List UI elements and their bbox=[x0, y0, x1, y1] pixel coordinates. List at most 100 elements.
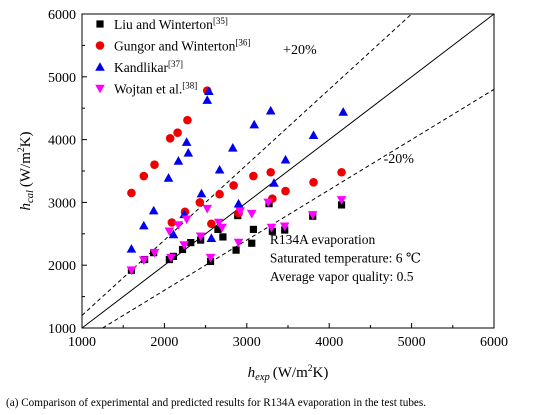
point-wojtan-et-al bbox=[179, 241, 189, 250]
point-kandlikar bbox=[196, 188, 207, 198]
point-wojtan-et-al bbox=[202, 204, 213, 214]
point-kandlikar bbox=[227, 142, 238, 152]
y-tick-label: 4000 bbox=[48, 134, 76, 149]
reference-lines bbox=[81, 13, 495, 329]
point-kandlikar bbox=[168, 229, 179, 239]
point-wojtan-et-al bbox=[263, 198, 274, 208]
point-gungor-and-winterton bbox=[249, 171, 258, 181]
x-tick-label: 2000 bbox=[150, 335, 178, 350]
point-wojtan-et-al bbox=[246, 209, 257, 219]
point-gungor-and-winterton bbox=[183, 115, 192, 125]
point-gungor-and-winterton bbox=[173, 128, 182, 137]
point-liu-and-winterton bbox=[219, 233, 227, 241]
point-liu-and-winterton bbox=[268, 227, 276, 235]
axis-ticks: 1000 2000 3000 4000 5000 6000 1000 2000 3000 4000… bbox=[48, 8, 508, 350]
point-liu-and-winterton bbox=[214, 225, 222, 234]
annotation-quality: Average vapor quality: 0.5 bbox=[270, 269, 414, 284]
point-kandlikar bbox=[173, 156, 184, 165]
point-wojtan-et-al bbox=[166, 253, 176, 263]
legend-marker-gungor-and-winterton bbox=[95, 41, 105, 50]
scatter-chart: 1000 2000 3000 4000 5000 6000 1000 2000 3000 4000… bbox=[17, 8, 508, 383]
point-gungor-and-winterton bbox=[139, 171, 149, 181]
point-wojtan-et-al bbox=[173, 221, 184, 230]
point-kandlikar bbox=[202, 95, 213, 104]
x-tick-label: 4000 bbox=[315, 335, 343, 350]
point-kandlikar bbox=[280, 154, 291, 164]
annotation-fluid: R134A evaporation bbox=[270, 232, 376, 247]
point-gungor-and-winterton bbox=[165, 134, 175, 143]
legend-ref-liu-and-winterton: [35] bbox=[213, 16, 228, 26]
point-liu-and-winterton bbox=[232, 246, 240, 254]
x-tick-label: 3000 bbox=[233, 335, 261, 350]
legend-label-gungor-and-winterton: Gungor and Winterton[36] bbox=[114, 38, 250, 54]
y-tick-label: 6000 bbox=[48, 8, 76, 23]
point-kandlikar bbox=[308, 130, 319, 140]
point-wojtan-et-al bbox=[126, 266, 137, 276]
plus-20-label: +20% bbox=[283, 43, 317, 58]
legend-marker-liu-and-winterton bbox=[96, 20, 104, 28]
condition-annotations: R134A evaporation Saturated temperature:… bbox=[270, 232, 421, 284]
legend-label-liu-and-winterton: Liu and Winterton[35] bbox=[114, 16, 228, 32]
x-tick-label: 5000 bbox=[398, 335, 426, 350]
point-wojtan-et-al bbox=[149, 248, 160, 258]
x-tick-label: 1000 bbox=[68, 335, 96, 350]
point-gungor-and-winterton bbox=[309, 178, 318, 187]
point-wojtan-et-al bbox=[235, 207, 246, 216]
legend-marker-kandlikar bbox=[95, 62, 105, 71]
point-wojtan-et-al bbox=[195, 232, 206, 242]
point-wojtan-et-al bbox=[279, 222, 290, 232]
y-tick-label: 5000 bbox=[48, 71, 76, 86]
point-kandlikar bbox=[126, 244, 137, 253]
reference-line-minus-20pct bbox=[102, 88, 495, 329]
point-gungor-and-winterton bbox=[127, 188, 136, 198]
point-gungor-and-winterton bbox=[215, 189, 224, 199]
x-tick-label: 6000 bbox=[480, 335, 508, 350]
point-kandlikar bbox=[338, 107, 349, 116]
legend: Liu and Winterton[35] Gungor and Winterto… bbox=[95, 16, 250, 97]
point-wojtan-et-al bbox=[213, 218, 224, 228]
data-points bbox=[126, 86, 349, 276]
y-tick-label: 2000 bbox=[48, 259, 76, 274]
point-liu-and-winterton bbox=[337, 201, 346, 209]
legend-marker-wojtan-et-al bbox=[95, 84, 105, 94]
point-kandlikar bbox=[265, 105, 276, 115]
point-wojtan-et-al bbox=[139, 256, 149, 265]
point-gungor-and-winterton bbox=[266, 167, 275, 177]
point-kandlikar bbox=[269, 178, 279, 187]
point-gungor-and-winterton bbox=[167, 218, 177, 227]
point-kandlikar bbox=[148, 205, 159, 215]
x-axis-label: hexp (W/m2K) bbox=[248, 364, 329, 383]
reference-line-yeqx bbox=[81, 13, 495, 329]
reference-line-plusminus-20pct bbox=[81, 13, 412, 316]
annotation-temperature: Saturated temperature: 6 ℃ bbox=[270, 251, 421, 266]
legend-ref-wojtan-et-al: [38] bbox=[182, 81, 197, 91]
y-tick-label: 3000 bbox=[48, 196, 76, 211]
point-kandlikar bbox=[204, 86, 214, 96]
point-wojtan-et-al bbox=[233, 238, 244, 248]
minus-20-label: -20% bbox=[384, 152, 415, 167]
point-gungor-and-winterton bbox=[229, 181, 238, 190]
point-kandlikar bbox=[233, 198, 244, 208]
point-kandlikar bbox=[163, 173, 174, 182]
point-kandlikar bbox=[139, 220, 149, 230]
y-axis-label: hcal(W/m2K) bbox=[17, 132, 36, 211]
point-wojtan-et-al bbox=[205, 253, 216, 263]
point-liu-and-winterton bbox=[248, 239, 256, 247]
legend-ref-gungor-and-winterton: [36] bbox=[235, 38, 250, 48]
point-kandlikar bbox=[206, 233, 217, 242]
point-liu-and-winterton bbox=[187, 238, 195, 247]
caption-text: Comparison of experimental and predicted… bbox=[21, 397, 427, 409]
y-tick-label: 1000 bbox=[48, 322, 76, 337]
point-wojtan-et-al bbox=[181, 215, 192, 225]
legend-label-wojtan-et-al: Wojtan et al.[38] bbox=[114, 81, 197, 97]
point-wojtan-et-al bbox=[164, 227, 175, 237]
point-wojtan-et-al bbox=[307, 211, 318, 220]
point-gungor-and-winterton bbox=[337, 167, 346, 177]
point-wojtan-et-al bbox=[336, 196, 347, 205]
point-liu-and-winterton bbox=[165, 255, 173, 264]
point-gungor-and-winterton bbox=[281, 186, 290, 196]
point-liu-and-winterton bbox=[249, 225, 257, 234]
point-kandlikar bbox=[214, 164, 225, 174]
legend-label-kandlikar: Kandlikar[37] bbox=[114, 59, 183, 75]
point-kandlikar bbox=[181, 137, 192, 146]
